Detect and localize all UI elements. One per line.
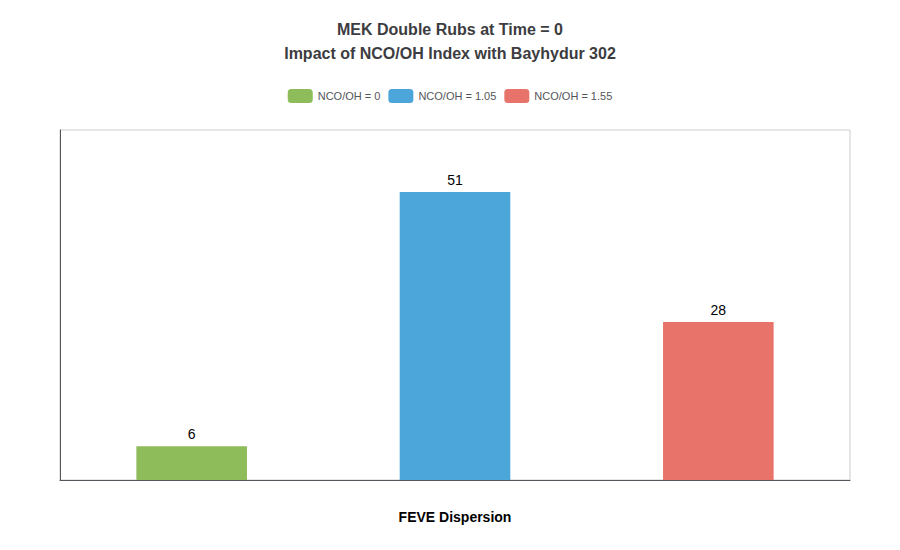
svg-text:NCO/OH = 0: NCO/OH = 0 [318,90,381,102]
svg-text:FEVE Dispersion: FEVE Dispersion [399,509,512,525]
svg-text:MEK Double Rubs at Time = 0: MEK Double Rubs at Time = 0 [337,21,563,38]
svg-text:51: 51 [447,172,463,188]
svg-text:NCO/OH = 1.55: NCO/OH = 1.55 [534,90,612,102]
svg-text:6: 6 [188,426,196,442]
svg-text:Impact of NCO/OH Index with Ba: Impact of NCO/OH Index with Bayhydur 302 [284,45,616,62]
svg-text:28: 28 [711,302,727,318]
svg-text:NCO/OH = 1.05: NCO/OH = 1.05 [418,90,496,102]
